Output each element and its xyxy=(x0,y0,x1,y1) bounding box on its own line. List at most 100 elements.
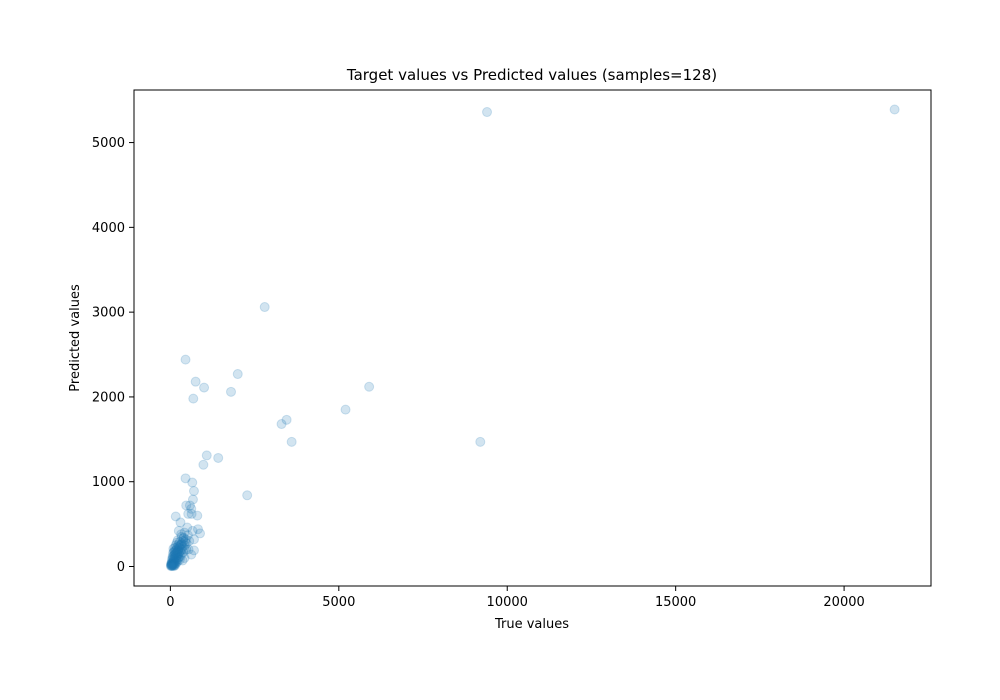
data-point xyxy=(168,550,179,561)
data-point xyxy=(177,555,188,566)
data-point xyxy=(171,537,182,548)
data-point xyxy=(166,560,177,571)
data-point xyxy=(174,536,185,547)
data-point xyxy=(286,436,297,447)
data-point xyxy=(182,530,193,541)
data-point xyxy=(186,508,197,519)
x-tick-label: 10000 xyxy=(487,595,528,610)
data-point xyxy=(340,404,351,415)
data-point xyxy=(167,553,178,564)
data-point xyxy=(213,452,224,463)
data-point xyxy=(259,302,270,313)
data-point xyxy=(181,500,192,511)
data-point xyxy=(232,369,243,380)
x-tick-label: 5000 xyxy=(322,595,355,610)
data-point xyxy=(193,524,203,535)
data-point xyxy=(187,525,198,536)
y-tick-label: 3000 xyxy=(92,306,125,321)
data-point xyxy=(169,552,180,563)
data-point xyxy=(169,549,180,560)
y-tick-label: 4000 xyxy=(92,221,125,236)
data-point xyxy=(166,558,177,569)
plot-frame xyxy=(133,89,932,587)
data-point xyxy=(169,561,180,572)
data-point xyxy=(171,544,182,555)
data-point xyxy=(170,560,181,571)
data-point xyxy=(187,477,198,488)
data-point xyxy=(173,525,184,536)
data-point xyxy=(172,556,183,567)
data-point xyxy=(168,560,179,571)
data-point xyxy=(170,557,181,568)
data-point xyxy=(192,510,203,521)
x-tick-label: 20000 xyxy=(823,595,864,610)
data-point xyxy=(181,544,192,555)
data-point xyxy=(167,559,178,570)
data-point xyxy=(169,542,180,553)
data-point xyxy=(170,545,181,556)
data-point xyxy=(175,551,186,562)
data-point xyxy=(168,543,179,554)
data-point xyxy=(170,548,181,559)
data-point xyxy=(187,494,198,505)
data-point xyxy=(186,549,197,560)
data-point xyxy=(180,534,191,545)
data-point xyxy=(201,450,212,461)
data-point xyxy=(176,529,187,540)
data-point xyxy=(176,531,187,542)
data-point xyxy=(171,555,182,566)
x-tick-label: 15000 xyxy=(655,595,696,610)
y-tick-label: 0 xyxy=(117,560,125,575)
data-point xyxy=(188,393,199,404)
data-point xyxy=(169,556,180,567)
data-point xyxy=(172,546,183,557)
data-point xyxy=(169,546,180,557)
data-point xyxy=(173,546,184,557)
data-point xyxy=(167,554,178,565)
data-point xyxy=(175,517,186,528)
data-point xyxy=(169,559,180,570)
data-point xyxy=(174,547,185,558)
data-point xyxy=(178,536,189,547)
x-tick-label: 0 xyxy=(166,595,174,610)
data-point xyxy=(167,551,178,562)
y-tick-label: 5000 xyxy=(92,136,125,151)
data-point xyxy=(170,511,181,522)
data-point xyxy=(167,560,178,571)
data-point xyxy=(175,546,186,557)
data-point xyxy=(170,553,181,564)
data-point xyxy=(179,553,190,564)
data-point xyxy=(173,552,184,563)
data-point xyxy=(166,560,177,571)
data-point xyxy=(172,547,183,558)
data-point xyxy=(172,542,183,552)
data-point xyxy=(482,107,493,118)
y-axis-label: Predicted values xyxy=(68,284,83,392)
x-axis: 0 5000 10000 15000 20000 xyxy=(166,586,865,610)
data-point xyxy=(179,540,190,551)
data-point xyxy=(166,558,177,569)
data-point xyxy=(177,542,188,552)
data-point xyxy=(178,532,189,543)
data-point xyxy=(889,104,900,115)
data-point xyxy=(176,548,187,559)
data-point xyxy=(170,540,181,551)
y-tick-label: 2000 xyxy=(92,390,125,405)
data-point xyxy=(166,557,177,568)
data-point xyxy=(170,551,181,562)
data-point xyxy=(183,508,194,519)
data-point xyxy=(165,561,176,572)
data-point xyxy=(166,561,177,572)
data-point xyxy=(168,556,179,567)
data-point xyxy=(199,382,210,393)
data-point xyxy=(179,527,190,538)
data-point xyxy=(178,533,189,544)
data-point xyxy=(168,547,179,558)
data-point xyxy=(188,486,199,497)
y-tick-label: 1000 xyxy=(92,475,125,490)
data-point xyxy=(166,559,177,570)
data-point xyxy=(176,544,187,555)
y-axis: 0 1000 2000 3000 4000 5000 xyxy=(92,136,134,575)
chart-title: Target values vs Predicted values (sampl… xyxy=(346,66,717,84)
data-point xyxy=(174,542,185,553)
